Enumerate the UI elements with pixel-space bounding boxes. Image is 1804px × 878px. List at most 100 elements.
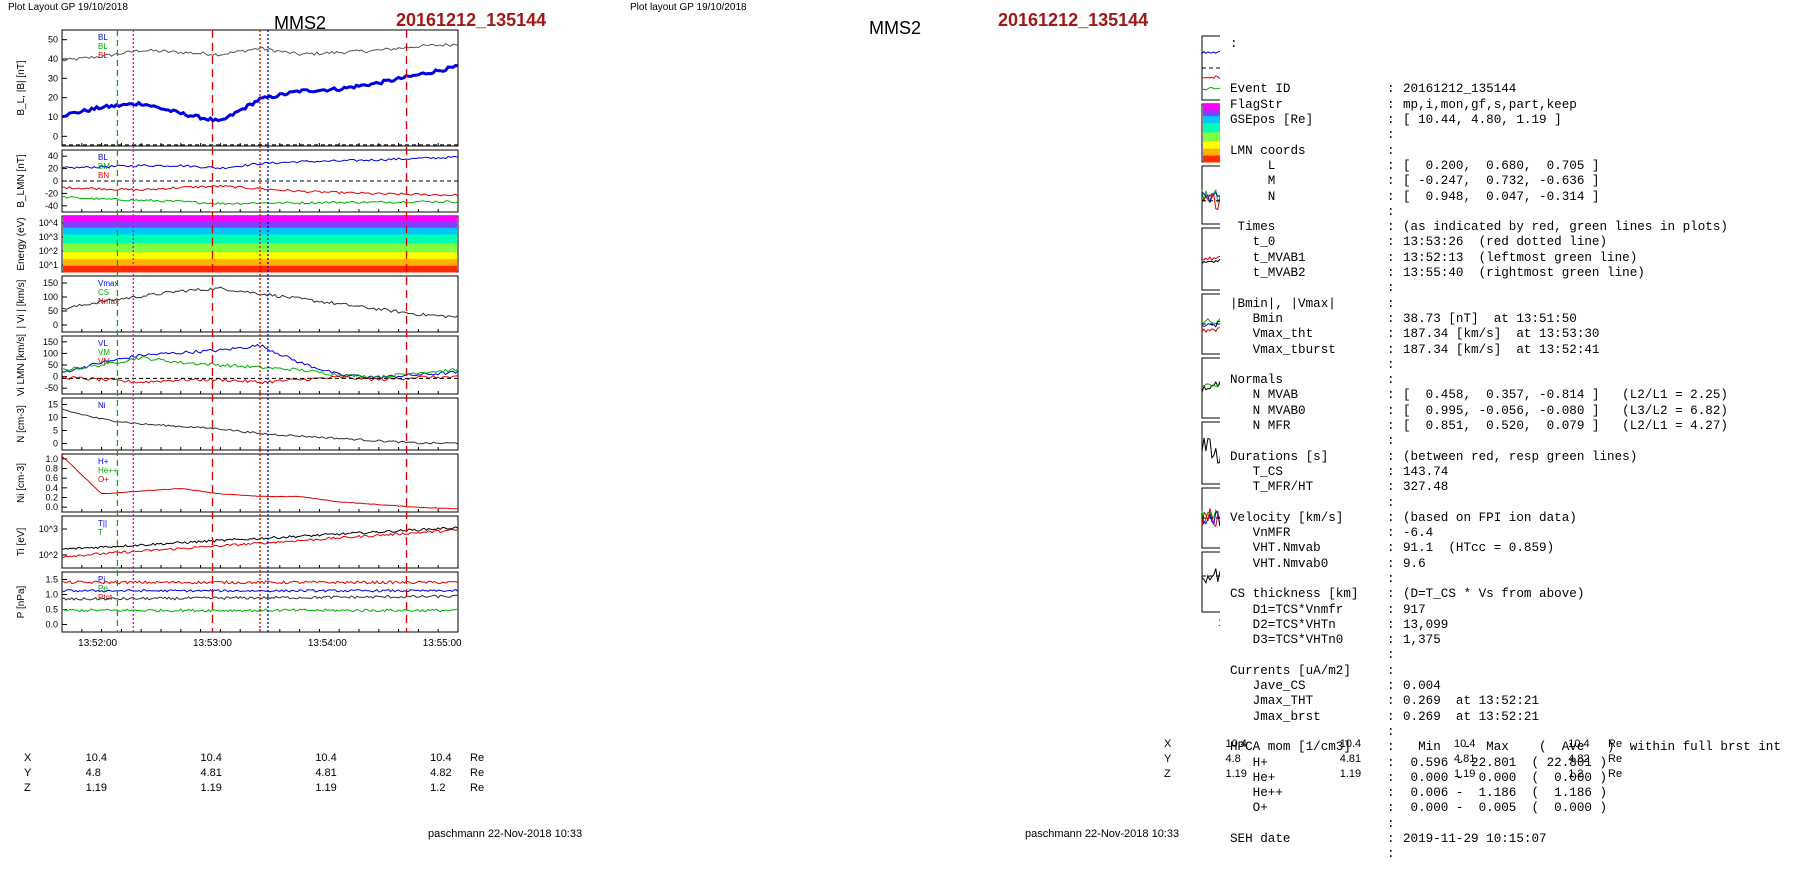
info-separator: : [1387, 220, 1395, 235]
info-separator: : [1387, 480, 1395, 495]
info-separator: : [1387, 419, 1395, 434]
info-row: N MVAB0: [ 0.995, -0.056, -0.080 ] (L3/L2… [1230, 404, 1781, 419]
info-value: (based on FPI ion data) [1403, 510, 1577, 525]
info-label [1230, 725, 1387, 740]
position-unit: Re [470, 782, 485, 794]
legend-entry: BL [98, 42, 108, 51]
info-label: VHT.Nmvab [1230, 541, 1321, 556]
legend-entry: He++ [98, 466, 118, 475]
info-label: t_0 [1230, 235, 1276, 250]
info-row: VHT.Nmvab:91.1 (HTcc = 0.859) [1230, 541, 1781, 556]
position-value: 1.19 [1225, 768, 1247, 780]
panel-right-3: -200-1000100200300Ve LMN [km/s]VL [1201, 165, 1220, 225]
info-value: 0.596 - 22.801 ( 22.801 ) [1403, 755, 1608, 770]
position-value: 1.19 [315, 782, 337, 794]
info-separator: : [1387, 128, 1395, 143]
info-value: [ 0.458, 0.357, -0.814 ] (L2/L1 = 2.25) [1403, 388, 1728, 403]
y-axis-label: Energy (eV) [16, 217, 27, 270]
info-row: Times: (as indicated by red, green lines … [1230, 220, 1781, 235]
info-label: D3=TCS*VHTn0 [1230, 633, 1344, 648]
info-separator: : [1387, 495, 1395, 510]
spectrogram-band [1203, 141, 1220, 149]
info-row: D1=TCS*Vnmfr:917 [1230, 603, 1781, 618]
tick-label: 10^3 [39, 524, 58, 534]
info-first-line: : [1230, 36, 1238, 51]
info-row: Jave_CS:0.004 [1230, 679, 1781, 694]
info-row: CS thickness [km]: (D=T_CS * Vs from abov… [1230, 587, 1781, 602]
info-separator: : [1387, 786, 1395, 801]
info-label: Event ID [1230, 82, 1291, 97]
event-info-panel: : Event ID:20161212_135144 FlagStr: mp,i,m… [1230, 6, 1781, 878]
info-separator: : [1387, 434, 1395, 449]
panel-right-8: -0.2-0.10.00.10.2J [uA m-2]JLJMaxJ [1201, 487, 1220, 549]
tick-label: 0.0 [45, 620, 58, 630]
info-value: 13,099 [1403, 617, 1449, 632]
spectrogram-band [1203, 155, 1220, 163]
position-value: 10.4 [1339, 738, 1362, 750]
info-label: Vmax_tburst [1230, 342, 1336, 357]
info-label [1230, 128, 1387, 143]
position-value: 10.4 [1225, 738, 1247, 750]
tick-label: -20 [45, 188, 58, 198]
info-separator: : [1387, 679, 1395, 694]
time-tick-label: 13:54:00 [308, 638, 347, 649]
info-row: : [1230, 434, 1781, 449]
info-value: 327.48 [1403, 480, 1449, 495]
legend-entry: Ptot [98, 593, 113, 602]
info-value: 0.000 - 0.000 ( 0.000 ) [1403, 770, 1608, 785]
position-value: 10.4 [200, 752, 222, 764]
tick-label: 150 [43, 278, 58, 288]
info-row: VnMFR: -6.4 [1230, 526, 1781, 541]
position-unit: Re [470, 767, 485, 779]
legend-entry: Pi [98, 575, 105, 584]
info-row: : [1230, 205, 1781, 220]
series-line-Ni [61, 408, 459, 445]
info-separator: : [1387, 724, 1395, 739]
info-row: : [1230, 847, 1781, 862]
position-row-label: Y [1164, 753, 1172, 765]
panel-right-7: 0.050.100.150.200.25|J| [uA m-2]J [1201, 421, 1220, 485]
info-separator: : [1387, 189, 1395, 204]
info-value: Min - Max ( Ave ) within full brst int [1403, 740, 1781, 755]
spectrogram-band [63, 221, 457, 228]
info-separator: : [1387, 342, 1395, 357]
info-row: Jmax_brst:0.269 at 13:52:21 [1230, 710, 1781, 725]
position-value: 1.2 [1568, 768, 1584, 780]
left-plot-layout-label: Plot Layout GP 19/10/2018 [8, 2, 128, 13]
tick-label: -50 [45, 383, 58, 393]
info-value: 91.1 (HTcc = 0.859) [1403, 541, 1555, 556]
info-separator: : [1387, 801, 1395, 816]
tick-label: 20 [48, 164, 58, 174]
series-line-He [61, 455, 459, 510]
info-row: : [1230, 725, 1781, 740]
info-separator: : [1387, 266, 1395, 281]
position-row-label: Y [24, 767, 32, 779]
info-value: -6.4 [1403, 526, 1434, 541]
tick-label: 150 [43, 337, 58, 347]
info-value: 13:52:13 (leftmost green line) [1403, 250, 1638, 265]
panel-frame [1201, 551, 1220, 613]
tick-label: 30 [48, 73, 58, 83]
left-event-id: 20161212_135144 [396, 10, 547, 30]
tick-label: 0.6 [45, 473, 58, 483]
info-separator: : [1387, 648, 1395, 663]
position-value: 4.81 [1453, 753, 1476, 765]
info-row: M: [ -0.247, 0.732, -0.636 ] [1230, 174, 1781, 189]
panel-right-9: -0.2-0.10.00.1J*E' [nW m-3]J [1201, 551, 1220, 613]
info-label: N MFR [1230, 419, 1291, 434]
info-row: D3=TCS*VHTn0:1,375 [1230, 633, 1781, 648]
spectrogram-band [63, 265, 457, 273]
legend-entry: T [98, 528, 103, 537]
series-line [61, 608, 459, 613]
info-row: N: [ 0.948, 0.047, -0.314 ] [1230, 190, 1781, 205]
legend-entry: O+ [98, 475, 109, 484]
info-label [1230, 205, 1387, 220]
y-axis-label: Ti [eV] [16, 528, 27, 557]
position-value: 10.4 [315, 752, 337, 764]
info-label [1230, 434, 1387, 449]
legend-entry: H+ [98, 457, 109, 466]
position-value: 1.2 [430, 782, 446, 794]
tick-label: 10 [48, 112, 58, 122]
